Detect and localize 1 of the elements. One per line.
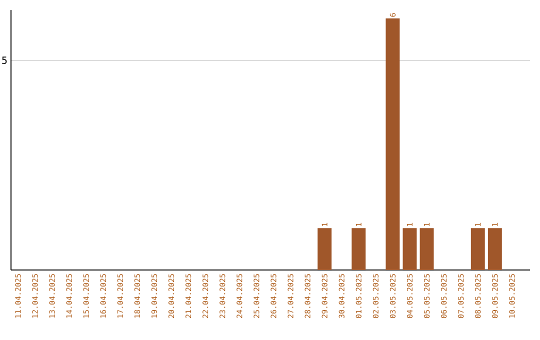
y-tick-label: 5 bbox=[2, 56, 7, 64]
